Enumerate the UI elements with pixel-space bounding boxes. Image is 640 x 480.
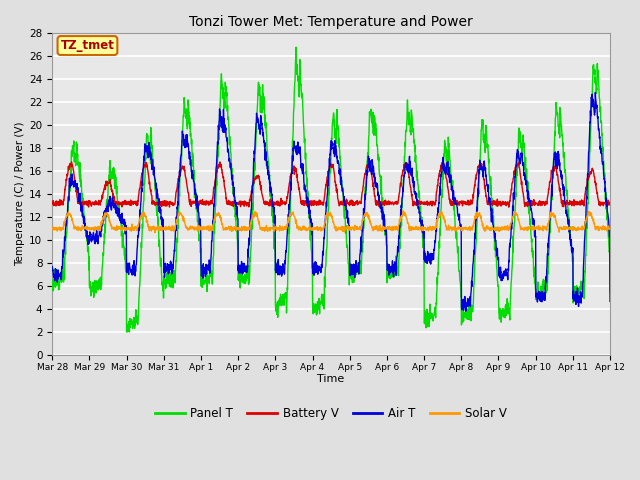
Solar V — [348, 227, 355, 233]
Panel T — [348, 274, 355, 279]
Solar V — [573, 226, 580, 231]
Panel T — [123, 329, 131, 335]
Battery V — [557, 197, 565, 203]
Panel T — [573, 294, 580, 300]
Air T — [606, 299, 614, 304]
Air T — [573, 296, 580, 301]
Panel T — [360, 225, 367, 231]
Air T — [493, 246, 501, 252]
Battery V — [493, 196, 501, 202]
Title: Tonzi Tower Met: Temperature and Power: Tonzi Tower Met: Temperature and Power — [189, 15, 473, 29]
Panel T — [204, 273, 212, 279]
Line: Solar V: Solar V — [52, 211, 610, 233]
Solar V — [557, 226, 565, 231]
Solar V — [399, 208, 407, 214]
Panel T — [494, 279, 502, 285]
Solar V — [360, 216, 367, 222]
Panel T — [48, 278, 56, 284]
Air T — [591, 90, 599, 96]
Air T — [204, 263, 212, 268]
Battery V — [606, 199, 614, 205]
Line: Air T: Air T — [52, 93, 610, 311]
Air T — [462, 308, 470, 314]
Panel T — [606, 289, 614, 295]
Battery V — [573, 199, 580, 205]
Solar V — [151, 230, 159, 236]
Battery V — [505, 204, 513, 210]
Solar V — [494, 224, 502, 230]
Legend: Panel T, Battery V, Air T, Solar V: Panel T, Battery V, Air T, Solar V — [150, 403, 512, 425]
Air T — [348, 267, 355, 273]
Battery V — [48, 201, 56, 206]
X-axis label: Time: Time — [317, 374, 345, 384]
Air T — [360, 218, 367, 224]
Air T — [557, 174, 565, 180]
Panel T — [557, 122, 565, 128]
Text: TZ_tmet: TZ_tmet — [61, 39, 115, 52]
Battery V — [204, 200, 212, 205]
Battery V — [360, 181, 367, 187]
Line: Panel T: Panel T — [52, 47, 610, 332]
Solar V — [606, 226, 614, 231]
Battery V — [348, 199, 355, 205]
Air T — [48, 264, 56, 269]
Solar V — [204, 224, 212, 230]
Battery V — [68, 159, 76, 165]
Y-axis label: Temperature (C) / Power (V): Temperature (C) / Power (V) — [15, 122, 25, 266]
Line: Battery V: Battery V — [52, 162, 610, 207]
Panel T — [292, 44, 300, 50]
Solar V — [48, 226, 56, 231]
